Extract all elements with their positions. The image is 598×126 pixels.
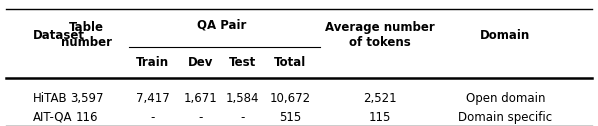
Text: 1,584: 1,584 bbox=[225, 92, 259, 105]
Text: -: - bbox=[240, 111, 245, 124]
Text: Train: Train bbox=[136, 56, 169, 70]
Text: Total: Total bbox=[274, 56, 306, 70]
Text: -: - bbox=[198, 111, 203, 124]
Text: Dataset: Dataset bbox=[33, 29, 85, 42]
Text: HiTAB: HiTAB bbox=[33, 92, 68, 105]
Text: 10,672: 10,672 bbox=[270, 92, 310, 105]
Text: 515: 515 bbox=[279, 111, 301, 124]
Text: QA Pair: QA Pair bbox=[197, 19, 246, 32]
Text: Dev: Dev bbox=[188, 56, 213, 70]
Text: 116: 116 bbox=[75, 111, 98, 124]
Text: Table
number: Table number bbox=[61, 21, 112, 49]
Text: 7,417: 7,417 bbox=[136, 92, 169, 105]
Text: -: - bbox=[150, 111, 155, 124]
Text: Domain specific: Domain specific bbox=[458, 111, 553, 124]
Text: AIT-QA: AIT-QA bbox=[33, 111, 72, 124]
Text: 1,671: 1,671 bbox=[184, 92, 217, 105]
Text: Open domain: Open domain bbox=[466, 92, 545, 105]
Text: 2,521: 2,521 bbox=[363, 92, 396, 105]
Text: Domain: Domain bbox=[480, 29, 530, 42]
Text: 3,597: 3,597 bbox=[70, 92, 103, 105]
Text: 115: 115 bbox=[368, 111, 391, 124]
Text: Average number
of tokens: Average number of tokens bbox=[325, 21, 435, 49]
Text: Test: Test bbox=[228, 56, 256, 70]
